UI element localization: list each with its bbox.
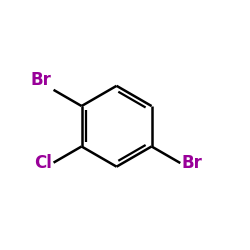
Text: Br: Br xyxy=(182,154,203,172)
Text: Br: Br xyxy=(31,71,52,89)
Text: Cl: Cl xyxy=(34,154,52,172)
